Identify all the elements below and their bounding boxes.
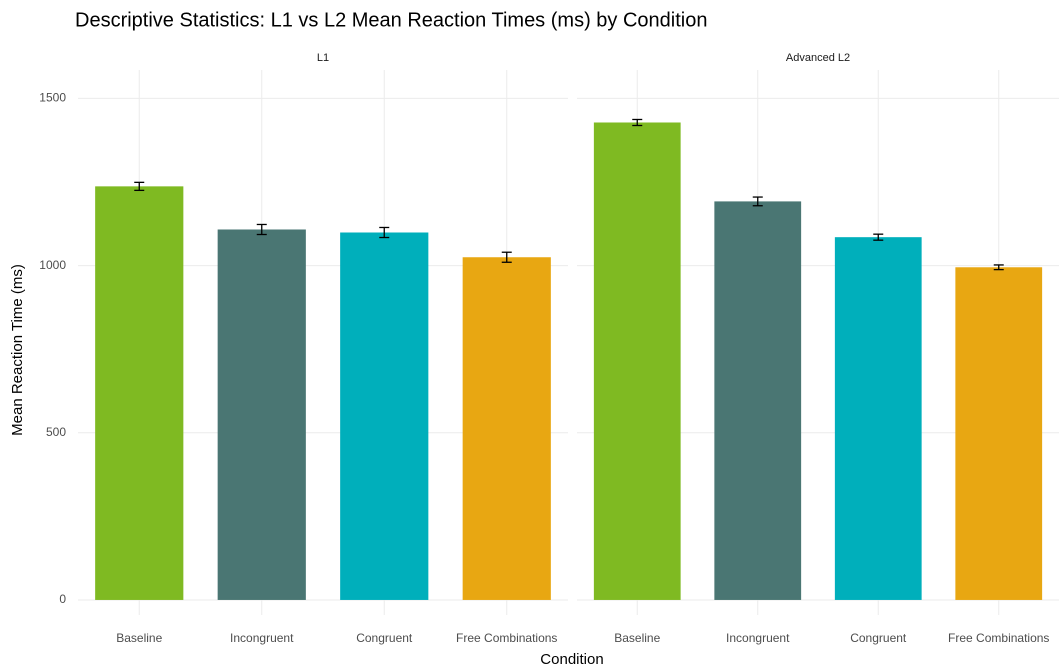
error-bar xyxy=(752,196,763,207)
x-tick-label: Incongruent xyxy=(726,631,790,645)
bar xyxy=(340,232,429,600)
x-tick-label: Congruent xyxy=(850,631,907,645)
error-bar xyxy=(873,233,884,241)
error-bar xyxy=(134,181,145,192)
bar xyxy=(593,122,681,600)
chart-title: Descriptive Statistics: L1 vs L2 Mean Re… xyxy=(75,9,707,31)
bar xyxy=(714,201,802,600)
x-tick-label: Incongruent xyxy=(230,631,294,645)
x-tick-label: Free Combinations xyxy=(456,631,557,645)
bar xyxy=(955,267,1043,600)
x-tick-label: Baseline xyxy=(116,631,162,645)
bar xyxy=(834,237,922,600)
y-tick-label: 1000 xyxy=(39,258,66,272)
x-axis-title: Condition xyxy=(540,651,603,668)
facet-label: L1 xyxy=(317,52,329,64)
error-bar xyxy=(632,118,643,127)
bar xyxy=(217,229,306,600)
x-tick-label: Baseline xyxy=(614,631,660,645)
bar xyxy=(462,257,551,600)
y-axis-title: Mean Reaction Time (ms) xyxy=(9,264,26,436)
error-bar xyxy=(256,223,267,236)
facet-label: Advanced L2 xyxy=(786,52,850,64)
x-tick-label: Congruent xyxy=(356,631,413,645)
error-bar xyxy=(993,264,1004,271)
x-tick-label: Free Combinations xyxy=(948,631,1049,645)
error-bar xyxy=(501,251,512,263)
bar xyxy=(95,186,184,600)
y-tick-label: 0 xyxy=(59,592,66,606)
y-tick-label: 1500 xyxy=(39,91,66,105)
error-bar xyxy=(379,226,390,239)
y-tick-label: 500 xyxy=(46,425,66,439)
